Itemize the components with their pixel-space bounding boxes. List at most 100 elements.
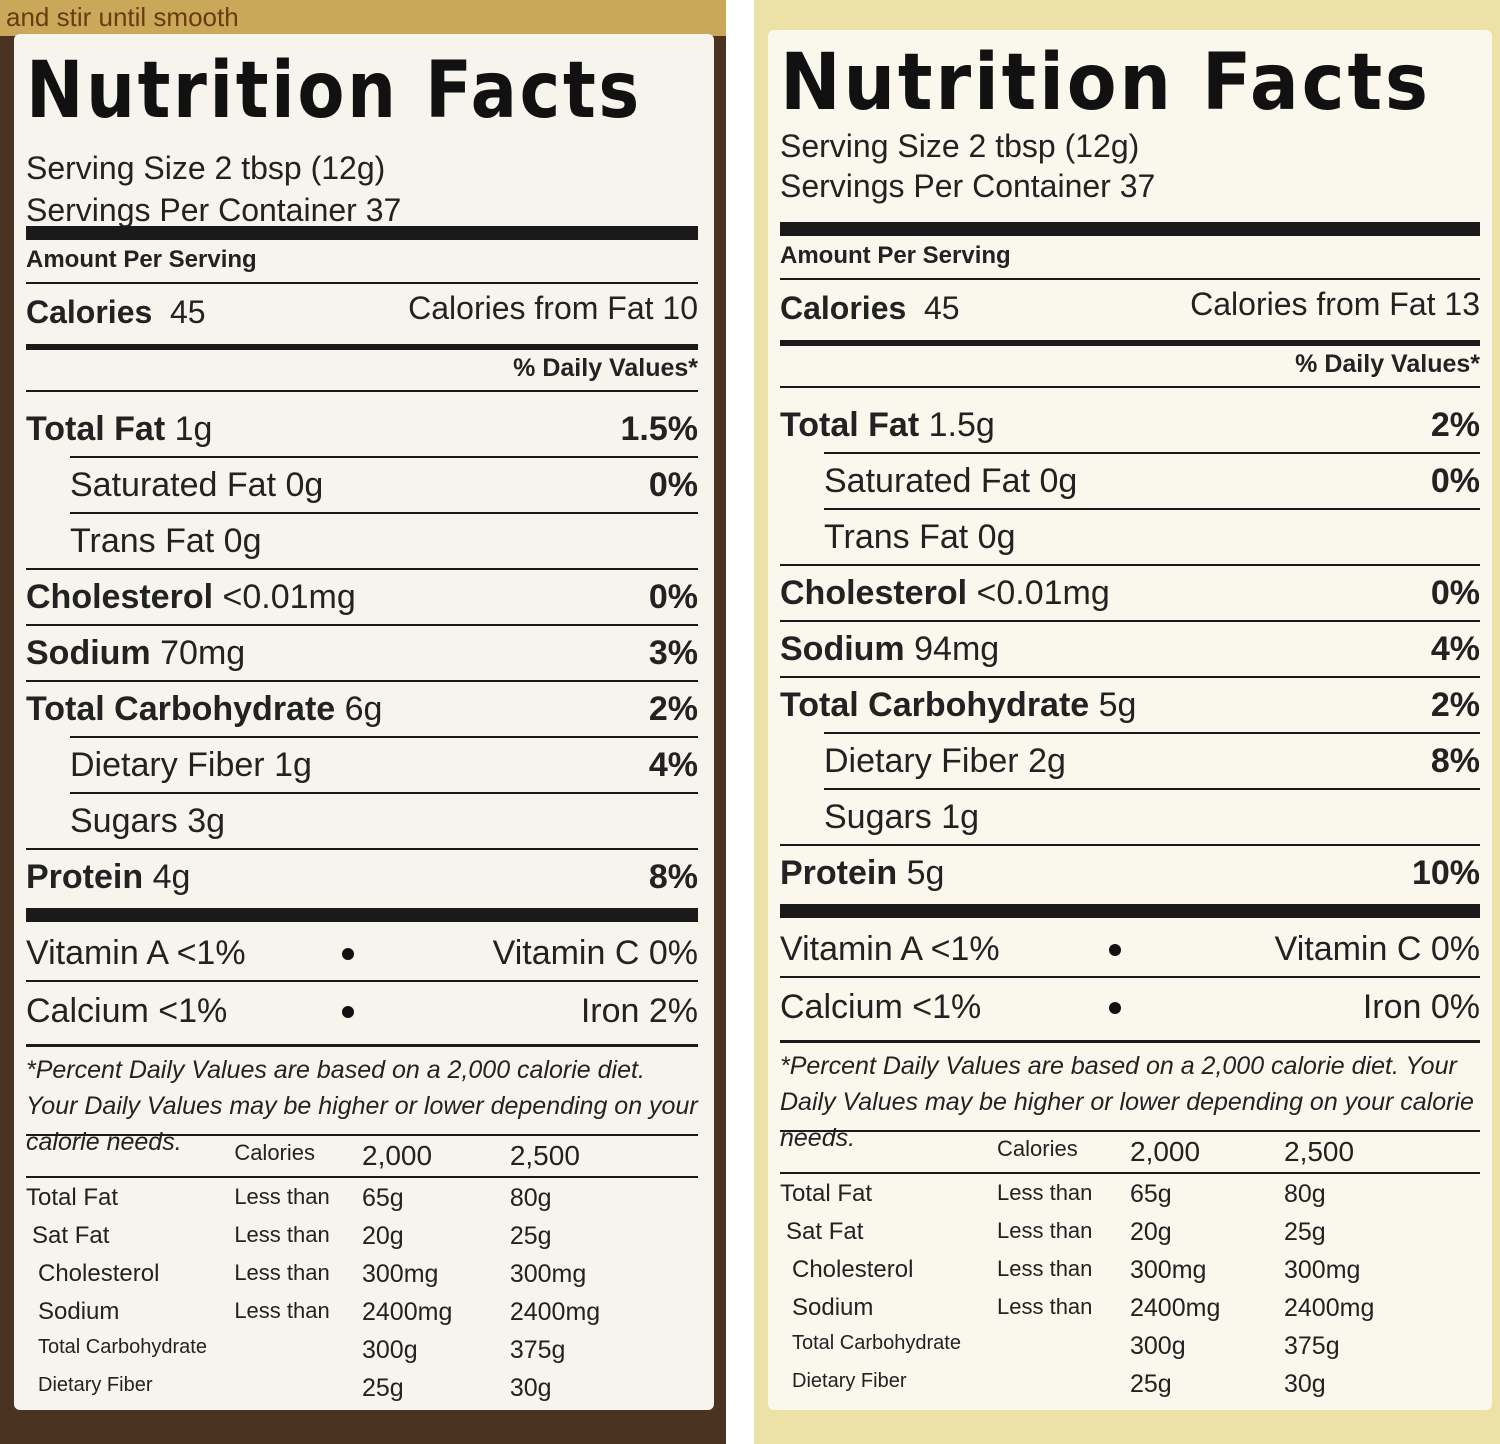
nutrient-name: Sugars bbox=[824, 798, 932, 836]
table-row-name: Cholesterol bbox=[38, 1260, 160, 1287]
table-header: 2,000 bbox=[362, 1140, 433, 1171]
table-row-name: Sodium bbox=[792, 1294, 874, 1321]
nutrient-row: Protein 5g bbox=[780, 854, 944, 893]
table-row-name: Sodium bbox=[38, 1298, 120, 1325]
table-row-name: Dietary Fiber bbox=[792, 1370, 907, 1392]
left-panel: and stir until smooth Nutrition Facts Serv… bbox=[0, 0, 726, 1444]
nutrient-name: Protein bbox=[780, 854, 898, 892]
table-value: 25g bbox=[362, 1374, 404, 1402]
vitamin-right: Vitamin C 0% bbox=[492, 934, 698, 972]
table-row-name: Total Carbohydrate bbox=[38, 1336, 207, 1358]
rule-line bbox=[780, 620, 1480, 622]
nutrient-name: Dietary Fiber bbox=[824, 742, 1019, 780]
nutrient-dv: 4% bbox=[648, 746, 698, 784]
calories-label: Calories bbox=[26, 294, 153, 330]
nutrient-amount: 1g bbox=[274, 746, 312, 784]
nutrient-name: Sugars bbox=[70, 802, 178, 840]
table-value: 20g bbox=[1130, 1218, 1172, 1246]
calories-label: Calories bbox=[780, 290, 907, 326]
nutrient-amount: <0.01mg bbox=[222, 578, 356, 616]
table-header: 2,500 bbox=[509, 1140, 580, 1171]
nutrient-name: Dietary Fiber bbox=[70, 746, 265, 784]
label-title: Nutrition Facts bbox=[780, 38, 1431, 128]
table-value: 2400mg bbox=[362, 1298, 453, 1326]
table-qualifier: Less than bbox=[997, 1180, 1093, 1205]
rule-line bbox=[780, 844, 1480, 846]
nutrient-name: Trans Fat bbox=[824, 518, 969, 556]
nutrient-amount: 5g bbox=[1098, 686, 1137, 724]
table-row-name: Total Fat bbox=[780, 1180, 873, 1207]
table-row-name: Total Carbohydrate bbox=[792, 1332, 961, 1354]
rule-line bbox=[26, 908, 698, 922]
top-note: and stir until smooth bbox=[6, 2, 239, 32]
footnote: *Percent Daily Values are based on a 2,0… bbox=[780, 1052, 1474, 1152]
table-value: 300mg bbox=[362, 1260, 439, 1288]
table-value: 2400mg bbox=[509, 1298, 601, 1326]
table-value: 25g bbox=[1130, 1370, 1172, 1398]
rule-line bbox=[780, 976, 1480, 978]
table-qualifier: Less than bbox=[234, 1298, 330, 1323]
daily-values-header: % Daily Values* bbox=[1295, 350, 1480, 378]
rule-line bbox=[824, 452, 1480, 454]
nutrient-dv: 0% bbox=[1430, 462, 1480, 500]
table-value: 25g bbox=[1284, 1218, 1326, 1246]
nutrient-row: Sugars 3g bbox=[70, 802, 225, 841]
rule-line bbox=[780, 222, 1480, 236]
rule-line bbox=[26, 226, 698, 240]
nutrient-name: Total Fat bbox=[26, 410, 166, 448]
nutrient-row: Saturated Fat 0g bbox=[70, 466, 323, 505]
bullet bbox=[341, 948, 354, 960]
table-header: Calories bbox=[997, 1136, 1078, 1161]
calories-value: 45 bbox=[924, 290, 960, 326]
nutrient-amount: 70mg bbox=[160, 634, 246, 672]
rule-line bbox=[780, 564, 1480, 566]
nutrient-name: Protein bbox=[26, 858, 144, 896]
table-header: Calories bbox=[234, 1140, 316, 1165]
nutrient-amount: 0g bbox=[285, 466, 324, 504]
rule-line bbox=[26, 848, 698, 850]
nutrient-row: Trans Fat 0g bbox=[824, 518, 1016, 557]
nutrient-amount: 0g bbox=[977, 518, 1016, 556]
nutrient-amount: 1g bbox=[174, 410, 213, 448]
label-title: Nutrition Facts bbox=[26, 46, 642, 136]
nutrient-row: Sugars 1g bbox=[824, 798, 979, 837]
table-value: 80g bbox=[1284, 1180, 1326, 1208]
rule-line bbox=[780, 386, 1480, 388]
table-value: 300mg bbox=[1284, 1256, 1361, 1284]
nutrient-row: Cholesterol <0.01mg bbox=[780, 574, 1110, 613]
nutrient-row: Cholesterol <0.01mg bbox=[26, 578, 356, 617]
table-row-name: Sat Fat bbox=[786, 1218, 864, 1245]
nutrient-row: Sodium 70mg bbox=[26, 634, 245, 673]
nutrient-name: Sodium bbox=[26, 634, 151, 672]
nutrient-dv: 8% bbox=[1430, 742, 1480, 780]
nutrient-amount: 4g bbox=[152, 858, 191, 896]
table-header: 2,500 bbox=[1284, 1136, 1355, 1167]
table-value: 300mg bbox=[509, 1260, 587, 1288]
rule-line bbox=[26, 390, 698, 392]
nutrient-name: Total Carbohydrate bbox=[780, 686, 1090, 724]
rule-line bbox=[26, 1176, 698, 1178]
vitamin-left: Calcium <1% bbox=[780, 988, 982, 1026]
nutrient-dv: 0% bbox=[648, 578, 698, 616]
nutrient-dv: 1.5% bbox=[620, 410, 699, 448]
rule-line bbox=[780, 1040, 1480, 1043]
table-value: 80g bbox=[509, 1184, 552, 1212]
nutrient-name: Sodium bbox=[780, 630, 905, 668]
amount-per-serving: Amount Per Serving bbox=[26, 246, 257, 273]
table-qualifier: Less than bbox=[234, 1260, 330, 1285]
serving-size: Serving Size 2 tbsp (12g) bbox=[26, 150, 386, 186]
nutrient-row: Sodium 94mg bbox=[780, 630, 999, 669]
bullet bbox=[341, 1006, 354, 1018]
table-qualifier: Less than bbox=[997, 1218, 1093, 1243]
nutrient-row: Total Carbohydrate 5g bbox=[780, 686, 1136, 725]
rule-line bbox=[824, 508, 1480, 510]
nutrient-row: Total Fat 1g bbox=[26, 410, 212, 449]
table-value: 300g bbox=[1130, 1332, 1186, 1360]
rule-line bbox=[824, 732, 1480, 734]
amount-per-serving: Amount Per Serving bbox=[780, 242, 1011, 269]
table-value: 375g bbox=[509, 1336, 566, 1364]
table-qualifier: Less than bbox=[234, 1184, 330, 1209]
table-row-name: Cholesterol bbox=[792, 1256, 914, 1283]
rule-line bbox=[26, 282, 698, 284]
